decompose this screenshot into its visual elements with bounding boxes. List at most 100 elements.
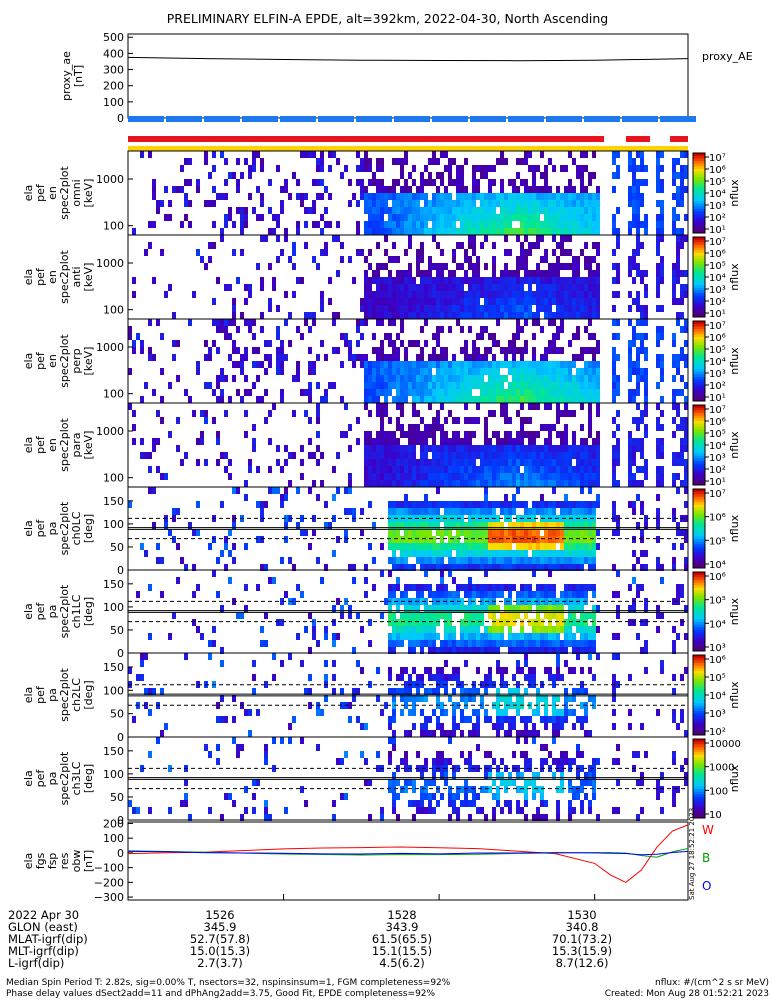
colorbar-cell (693, 342, 705, 346)
spectrogram-cell (544, 179, 548, 186)
spectrogram-cell (152, 487, 156, 494)
spectrogram-cell (276, 235, 280, 242)
spectrogram-cell (424, 501, 428, 508)
spectrogram-cell (204, 459, 208, 466)
spectrogram-cell (576, 536, 580, 543)
colorbar-tick-label: 10² (709, 727, 726, 738)
spectrogram-cell (532, 633, 536, 640)
spectrogram-cell (324, 249, 328, 256)
spectrogram-cell (428, 591, 432, 598)
spectrogram-cell (476, 508, 480, 515)
spectrogram-cell (416, 410, 420, 417)
spectrogram-cell (392, 186, 396, 193)
spectrogram-cell (588, 480, 592, 487)
colorbar-cell (693, 695, 705, 699)
spectrogram-cell (540, 619, 544, 626)
spectrogram-cell (496, 438, 500, 445)
spectrogram-cell (368, 501, 372, 508)
spectrogram-cell (576, 626, 580, 633)
spectrogram-cell (640, 466, 644, 473)
spectrogram-cell (472, 263, 476, 270)
spectrogram-cell (280, 186, 284, 193)
spectrogram-cell (336, 758, 340, 765)
spectrogram-cell (376, 186, 380, 193)
spectrogram-cell (428, 466, 432, 473)
spectrogram-cell (640, 410, 644, 417)
spectrogram-cell (212, 640, 216, 647)
spectrogram-cell (456, 508, 460, 515)
spectrogram-cell (512, 473, 516, 480)
spectrogram-cell (464, 522, 468, 529)
spectrogram-cell (376, 270, 380, 277)
spectrogram-cell (476, 354, 480, 361)
spectrogram-cell (520, 375, 524, 382)
spectrogram-cell (684, 564, 688, 571)
spectrogram-cell (556, 228, 560, 235)
spectrogram-cell (508, 564, 512, 571)
spectrogram-cell (244, 480, 248, 487)
spectrogram-cell (676, 200, 680, 207)
spectrogram-cell (592, 536, 596, 543)
spectrogram-cell (588, 612, 592, 619)
spectrogram-cell (492, 165, 496, 172)
spectrogram-cell (516, 158, 520, 165)
spectrogram-cell (380, 319, 384, 326)
spectrogram-cell (544, 438, 548, 445)
spectrogram-cell (480, 291, 484, 298)
spectrogram-cell (428, 633, 432, 640)
spectrogram-cell (504, 375, 508, 382)
colorbar-cell (693, 645, 705, 649)
spectrogram-cell (676, 256, 680, 263)
spectrogram-cell (400, 674, 404, 681)
spectrogram-cell (572, 438, 576, 445)
spectrogram-cell (576, 473, 580, 480)
spectrogram-cell (376, 179, 380, 186)
spectrogram-cell (684, 354, 688, 361)
spectrogram-cell (276, 165, 280, 172)
spectrogram-cell (632, 619, 636, 626)
spectrogram-cell (660, 452, 664, 459)
spectrogram-cell (496, 480, 500, 487)
spectrogram-cell (440, 709, 444, 716)
spectrogram-cell (432, 158, 436, 165)
spectrogram-cell (612, 249, 616, 256)
spectrogram-cell (200, 410, 204, 417)
spectrogram-cell (248, 709, 252, 716)
spectrogram-cell (636, 633, 640, 640)
spectrogram-cell (216, 319, 220, 326)
spectrogram-cell (480, 466, 484, 473)
spectrogram-cell (644, 389, 648, 396)
spectrogram-cell (168, 431, 172, 438)
spectrogram-cell (496, 640, 500, 647)
spectrogram-cell (260, 235, 264, 242)
spectrogram-cell (468, 473, 472, 480)
spectrogram-cell (612, 452, 616, 459)
spectrogram-cell (308, 688, 312, 695)
spectrogram-cell (580, 647, 584, 654)
spectrogram-cell (376, 305, 380, 312)
spectrogram-cell (320, 305, 324, 312)
spectrogram-cell (508, 228, 512, 235)
spectrogram-cell (260, 214, 264, 221)
spectrogram-cell (228, 550, 232, 557)
spectrogram-cell (472, 186, 476, 193)
spectrogram-cell (388, 319, 392, 326)
spectrogram-cell (356, 438, 360, 445)
spectrogram-cell (676, 354, 680, 361)
spectrogram-cell (452, 688, 456, 695)
spectrogram-cell (512, 529, 516, 536)
colorbar-cell (693, 230, 705, 234)
spectrogram-cell (476, 557, 480, 564)
spectrogram-cell (440, 389, 444, 396)
spectrogram-cell (272, 487, 276, 494)
spectrogram-cell (556, 291, 560, 298)
spectrogram-cell (516, 291, 520, 298)
spectrogram-cell (380, 431, 384, 438)
spectrogram-cell (432, 375, 436, 382)
spectrogram-cell (644, 619, 648, 626)
spectrogram-cell (452, 291, 456, 298)
spectrogram-cell (540, 375, 544, 382)
spectrogram-ytick-label: 1000 (96, 341, 124, 354)
spectrogram-cell (548, 396, 552, 403)
spectrogram-cell (628, 270, 632, 277)
